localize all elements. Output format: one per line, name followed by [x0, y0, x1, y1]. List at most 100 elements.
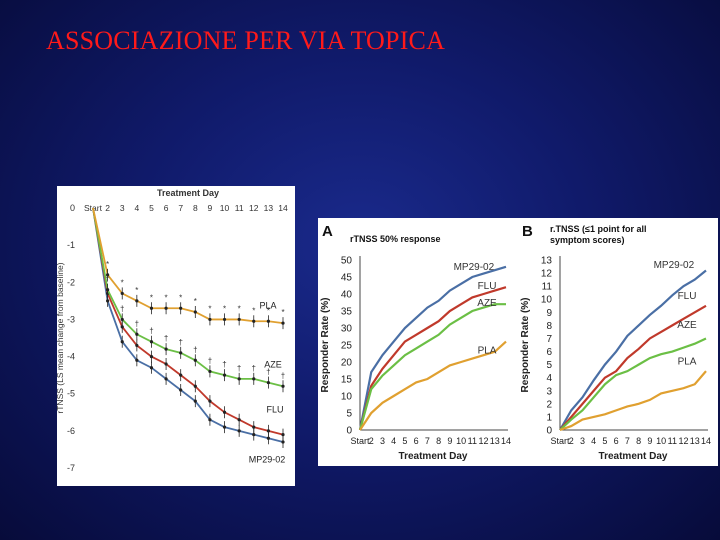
- y-tick-label: 2: [546, 399, 552, 410]
- significance-marker: *: [267, 306, 270, 315]
- data-point-pla: [193, 310, 197, 314]
- significance-marker: *: [208, 304, 211, 313]
- x-tick-label: 7: [178, 203, 183, 213]
- data-point-aze: [193, 358, 197, 362]
- data-point-pla: [208, 317, 212, 322]
- y-tick-label: 7: [546, 334, 552, 345]
- data-point-pla: [281, 321, 285, 325]
- significance-marker: †: [178, 338, 182, 347]
- data-point-mp29-02: [208, 418, 212, 422]
- y-tick-label: 3: [546, 386, 552, 397]
- significance-marker: *: [223, 304, 226, 313]
- y-tick-label: 13: [541, 256, 553, 267]
- top-axis-title: Treatment Day: [157, 188, 219, 198]
- x-tick-label: 9: [647, 436, 652, 446]
- data-point-pla: [164, 306, 168, 310]
- significance-marker: †: [120, 304, 124, 313]
- y-tick-label: 15: [341, 375, 353, 386]
- series-line-flu: [358, 286, 507, 431]
- data-point-aze: [164, 347, 168, 351]
- data-point-mp29-02: [237, 429, 241, 433]
- y-tick-label: -2: [67, 277, 75, 287]
- x-tick-label: Start: [350, 436, 370, 446]
- y-tick-label: -3: [67, 314, 75, 324]
- x-tick-label: 14: [501, 436, 511, 446]
- y-tick-label: 20: [341, 358, 353, 369]
- y-tick-label: 40: [341, 290, 353, 301]
- y-tick-label: -7: [67, 463, 75, 473]
- significance-marker: †: [222, 360, 226, 369]
- y-tick-label: -4: [67, 352, 75, 362]
- x-tick-label: 6: [164, 203, 169, 213]
- x-tick-label: 7: [625, 436, 630, 446]
- y-tick-label: 25: [341, 341, 353, 352]
- data-point-flu: [135, 343, 139, 348]
- data-point-flu: [120, 325, 124, 329]
- y-tick-label: 10: [341, 392, 353, 403]
- data-point-flu: [281, 432, 285, 437]
- x-axis-title: Treatment Day: [599, 451, 668, 462]
- y-tick-label: 0: [70, 203, 75, 213]
- series-line-flu: [559, 304, 707, 431]
- x-tick-label: 2: [369, 436, 374, 446]
- significance-marker: *: [238, 304, 241, 313]
- data-point-mp29-02: [252, 432, 256, 437]
- data-point-aze: [281, 384, 285, 388]
- x-tick-label: 6: [414, 436, 419, 446]
- series-label-pla: PLA: [259, 300, 276, 310]
- data-point-mp29-02: [120, 340, 124, 344]
- data-point-pla: [266, 319, 270, 323]
- y-tick-label: 5: [346, 409, 352, 420]
- data-point-flu: [237, 418, 241, 422]
- series-line-mp29-02: [358, 265, 507, 431]
- x-axis-title: Treatment Day: [399, 451, 468, 462]
- y-tick-label: 5: [546, 360, 552, 371]
- data-point-aze: [106, 288, 110, 292]
- series-label-aze: AZE: [264, 360, 282, 370]
- y-tick-label: -1: [67, 240, 75, 250]
- significance-marker: †: [266, 368, 270, 377]
- x-tick-label: 13: [264, 203, 274, 213]
- data-point-aze: [266, 380, 270, 385]
- data-point-aze: [222, 373, 227, 377]
- data-point-flu: [266, 429, 270, 433]
- x-tick-label: 5: [402, 436, 407, 446]
- series-label-aze: AZE: [677, 320, 697, 331]
- series-line-pla: [92, 207, 284, 325]
- significance-marker: †: [105, 275, 109, 284]
- y-tick-label: 8: [546, 321, 552, 332]
- data-point-pla: [222, 317, 227, 322]
- y-tick-label: 10: [541, 295, 553, 306]
- x-tick-label: 9: [208, 203, 213, 213]
- rtnss-change-chart-panel: Treatment Day Start 2 3 4 5 6 7 8 9 10 11 12 13 14 0 -1-…: [55, 186, 295, 486]
- x-tick-label: 10: [456, 436, 466, 446]
- series-label-flu: FLU: [266, 404, 283, 414]
- significance-marker: †: [281, 371, 285, 380]
- series-label-flu: FLU: [678, 291, 697, 302]
- x-tick-label: 8: [193, 203, 198, 213]
- data-point-mp29-02: [193, 399, 197, 403]
- x-tick-label: 9: [447, 436, 452, 446]
- y-tick-label: 30: [341, 324, 353, 335]
- significance-marker: †: [164, 334, 168, 343]
- significance-marker: †: [149, 327, 153, 336]
- data-point-mp29-02: [222, 425, 227, 429]
- x-tick-label: 10: [220, 203, 230, 213]
- y-tick-label: 6: [546, 347, 552, 358]
- y-tick-label: 50: [341, 256, 353, 267]
- x-tick-label: 4: [391, 436, 396, 446]
- y-tick-label: 12: [541, 269, 553, 280]
- significance-marker: *: [106, 260, 109, 269]
- x-tick-label: 5: [602, 436, 607, 446]
- x-tick-label: 2: [569, 436, 574, 446]
- y-tick-label: 1: [546, 412, 552, 423]
- y-tick-label: 45: [341, 273, 353, 284]
- series-label-mp29-02: MP29-02: [654, 260, 695, 271]
- x-tick-label: 2: [105, 203, 110, 213]
- y-axis-title: Responder Rate (%): [320, 297, 331, 392]
- data-point-pla: [179, 306, 183, 310]
- significance-marker: *: [252, 306, 255, 315]
- significance-marker: †: [237, 364, 241, 373]
- significance-marker: *: [121, 278, 124, 287]
- x-tick-label: 11: [668, 436, 677, 446]
